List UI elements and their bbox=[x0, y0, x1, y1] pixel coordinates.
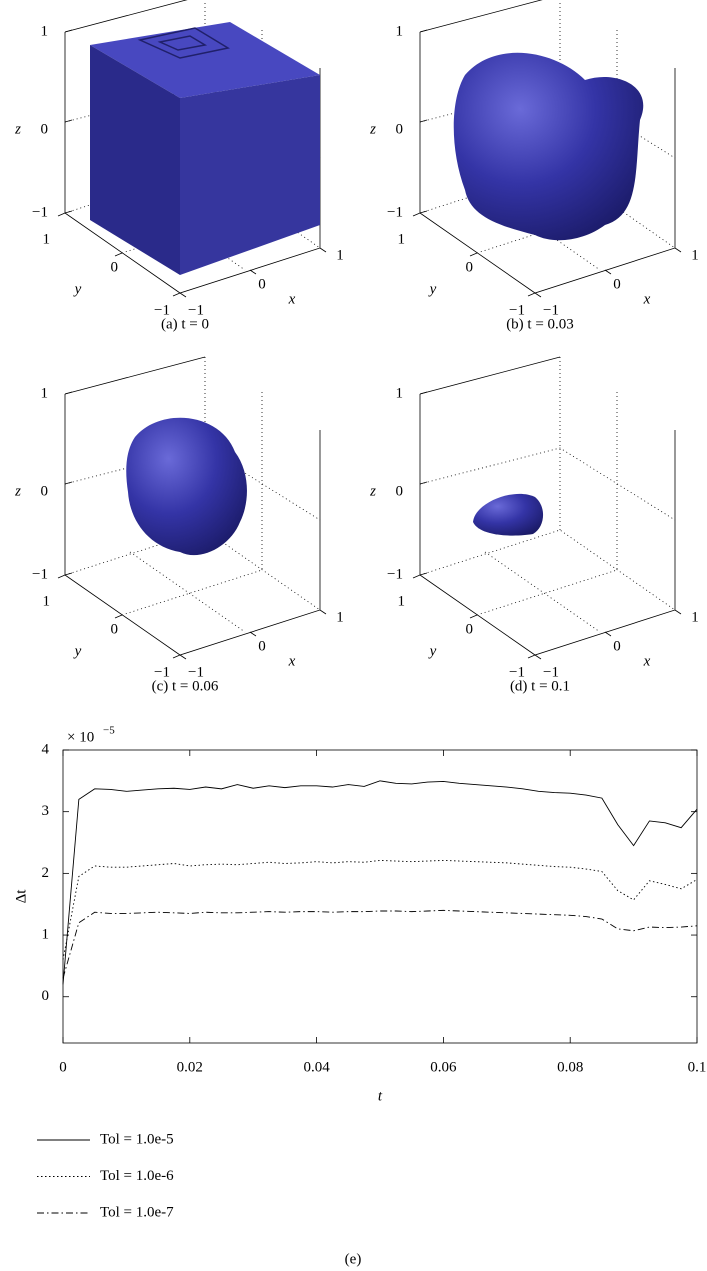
tick-label: 1 bbox=[41, 385, 49, 401]
axis-line bbox=[420, 0, 560, 32]
tick-label: 0 bbox=[613, 276, 621, 292]
tick-label: 0 bbox=[111, 259, 119, 275]
y-tick-label: 3 bbox=[42, 803, 50, 819]
x-tick-label: 0.04 bbox=[303, 1059, 330, 1075]
tick-label: 1 bbox=[396, 23, 404, 39]
caption: (c) t = 0.06 bbox=[152, 678, 219, 694]
y-tick-label: 0 bbox=[42, 988, 50, 1004]
axis-label: y bbox=[73, 643, 82, 659]
axis-label: x bbox=[643, 291, 651, 307]
tick-label: 0 bbox=[396, 121, 404, 137]
tick-label: 0 bbox=[613, 638, 621, 654]
tick-label: −1 bbox=[32, 566, 48, 582]
x-axis-label: t bbox=[378, 1088, 383, 1104]
tick-label: 0 bbox=[111, 621, 119, 637]
blob bbox=[126, 418, 247, 555]
tick-label: 1 bbox=[398, 593, 406, 609]
cube-right bbox=[180, 75, 320, 275]
tick-label: 0 bbox=[41, 121, 49, 137]
series-line bbox=[63, 910, 697, 978]
blob bbox=[473, 494, 543, 536]
tick-label: 0 bbox=[41, 483, 49, 499]
x-tick-label: 0.1 bbox=[688, 1059, 707, 1075]
y-scale-exponent: −5 bbox=[103, 725, 115, 737]
caption: (a) t = 0 bbox=[161, 316, 209, 332]
y-axis-label: Δt bbox=[13, 889, 29, 904]
tick-label: 1 bbox=[691, 247, 699, 263]
tick-label: 1 bbox=[336, 247, 344, 263]
blob bbox=[454, 53, 644, 240]
legend-label: Tol = 1.0e-5 bbox=[100, 1131, 174, 1147]
tick-label: −1 bbox=[32, 204, 48, 220]
tick-label: 1 bbox=[398, 231, 406, 247]
caption: (b) t = 0.03 bbox=[506, 316, 574, 332]
y-scale-base: × 10 bbox=[67, 729, 94, 745]
tick-label: −1 bbox=[387, 204, 403, 220]
axis-label: z bbox=[14, 483, 21, 499]
axis-label: x bbox=[288, 653, 296, 669]
axis-label: z bbox=[369, 121, 376, 137]
axis-label: y bbox=[428, 281, 437, 297]
tick-label: 0 bbox=[258, 638, 266, 654]
axis-label: y bbox=[73, 281, 82, 297]
caption: (d) t = 0.1 bbox=[510, 678, 570, 694]
axis-label: z bbox=[14, 121, 21, 137]
axis-line bbox=[420, 394, 675, 655]
series-line bbox=[63, 860, 697, 959]
axis-label: y bbox=[428, 643, 437, 659]
axis-line bbox=[413, 392, 681, 659]
tick-label: −1 bbox=[387, 566, 403, 582]
x-tick-label: 0.06 bbox=[430, 1059, 457, 1075]
tick-label: 0 bbox=[466, 259, 474, 275]
tick-label: 0 bbox=[258, 276, 266, 292]
tick-label: 1 bbox=[43, 593, 51, 609]
caption: (e) bbox=[345, 1251, 362, 1267]
x-tick-label: 0.08 bbox=[557, 1059, 583, 1075]
series-line bbox=[63, 781, 697, 985]
axis-line bbox=[65, 357, 205, 394]
tick-label: 0 bbox=[466, 621, 474, 637]
tick-label: 1 bbox=[691, 609, 699, 625]
tick-label: 1 bbox=[396, 385, 404, 401]
axis-line bbox=[420, 357, 675, 632]
x-tick-label: 0 bbox=[59, 1059, 67, 1075]
y-tick-label: 2 bbox=[42, 865, 50, 881]
tick-label: 0 bbox=[396, 483, 404, 499]
figure: −101−101−101zyx(a) t = 0−101−101−101zyx(… bbox=[0, 0, 707, 1271]
plot-frame bbox=[63, 750, 697, 1043]
axis-line bbox=[420, 357, 560, 394]
x-tick-label: 0.02 bbox=[177, 1059, 203, 1075]
y-tick-label: 1 bbox=[42, 926, 50, 942]
legend-label: Tol = 1.0e-7 bbox=[100, 1204, 174, 1220]
axis-line bbox=[65, 0, 205, 32]
axis-label: x bbox=[288, 291, 296, 307]
axis-label: x bbox=[643, 653, 651, 669]
axis-label: z bbox=[369, 483, 376, 499]
tick-label: 1 bbox=[336, 609, 344, 625]
tick-label: 1 bbox=[43, 231, 51, 247]
legend-label: Tol = 1.0e-6 bbox=[100, 1168, 174, 1184]
tick-label: 1 bbox=[41, 23, 49, 39]
y-tick-label: 4 bbox=[42, 741, 50, 757]
